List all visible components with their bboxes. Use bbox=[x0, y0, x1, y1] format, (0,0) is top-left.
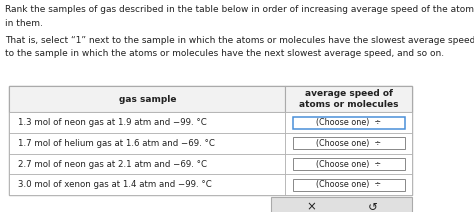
FancyBboxPatch shape bbox=[285, 112, 412, 133]
FancyBboxPatch shape bbox=[285, 86, 412, 112]
Text: (Choose one)  ÷: (Choose one) ÷ bbox=[316, 118, 382, 127]
Text: to the sample in which the atoms or molecules have the next slowest average spee: to the sample in which the atoms or mole… bbox=[5, 49, 444, 58]
FancyBboxPatch shape bbox=[9, 86, 285, 112]
FancyBboxPatch shape bbox=[292, 179, 405, 191]
Text: average speed of
atoms or molecules: average speed of atoms or molecules bbox=[299, 89, 399, 109]
Text: (Choose one)  ÷: (Choose one) ÷ bbox=[316, 180, 382, 189]
Text: That is, select “1” next to the sample in which the atoms or molecules have the : That is, select “1” next to the sample i… bbox=[5, 36, 474, 45]
FancyBboxPatch shape bbox=[285, 154, 412, 174]
FancyBboxPatch shape bbox=[285, 174, 412, 195]
FancyBboxPatch shape bbox=[292, 117, 405, 129]
Text: ×: × bbox=[306, 201, 316, 212]
FancyBboxPatch shape bbox=[271, 197, 412, 212]
FancyBboxPatch shape bbox=[292, 137, 405, 149]
FancyBboxPatch shape bbox=[9, 154, 285, 174]
Text: 3.0 mol of xenon gas at 1.4 atm and −99. °C: 3.0 mol of xenon gas at 1.4 atm and −99.… bbox=[18, 180, 212, 189]
FancyBboxPatch shape bbox=[9, 174, 285, 195]
FancyBboxPatch shape bbox=[292, 158, 405, 170]
Text: Rank the samples of gas described in the table below in order of increasing aver: Rank the samples of gas described in the… bbox=[5, 5, 474, 14]
FancyBboxPatch shape bbox=[9, 133, 285, 154]
Text: (Choose one)  ÷: (Choose one) ÷ bbox=[316, 160, 382, 169]
Text: ↺: ↺ bbox=[368, 201, 378, 212]
Text: 2.7 mol of neon gas at 2.1 atm and −69. °C: 2.7 mol of neon gas at 2.1 atm and −69. … bbox=[18, 160, 207, 169]
Text: (Choose one)  ÷: (Choose one) ÷ bbox=[316, 139, 382, 148]
Text: gas sample: gas sample bbox=[118, 95, 176, 104]
Text: 1.3 mol of neon gas at 1.9 atm and −99. °C: 1.3 mol of neon gas at 1.9 atm and −99. … bbox=[18, 118, 207, 127]
FancyBboxPatch shape bbox=[9, 86, 412, 195]
Text: 1.7 mol of helium gas at 1.6 atm and −69. °C: 1.7 mol of helium gas at 1.6 atm and −69… bbox=[18, 139, 215, 148]
FancyBboxPatch shape bbox=[9, 112, 285, 133]
Text: in them.: in them. bbox=[5, 19, 43, 28]
FancyBboxPatch shape bbox=[285, 133, 412, 154]
